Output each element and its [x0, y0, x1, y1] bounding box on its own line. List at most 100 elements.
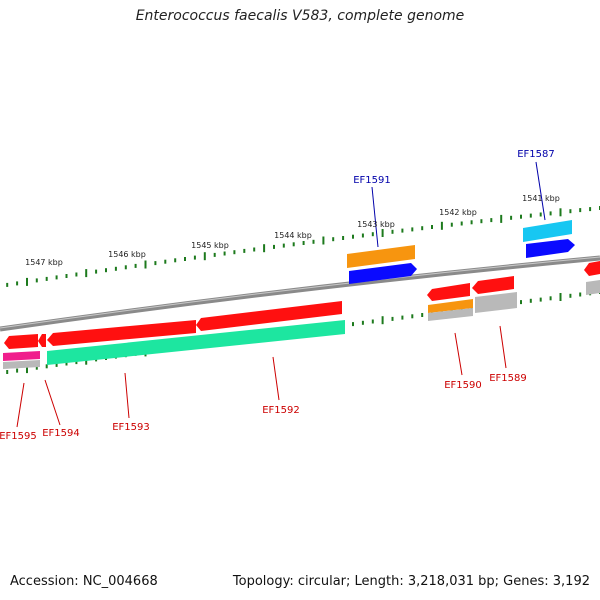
outer-scale-minor-tick — [361, 233, 364, 238]
outer-scale-major-tick — [440, 221, 443, 230]
outer-scale-minor-tick — [549, 211, 552, 216]
outer-scale-minor-tick — [223, 251, 226, 256]
outer-scale-major-tick — [381, 229, 384, 237]
leader-ef1589 — [499, 325, 507, 369]
gene-label-ef1591[interactable]: EF1591 — [353, 175, 391, 186]
outer-scale-minor-tick — [391, 229, 394, 234]
cds-ef1590-orange — [428, 299, 473, 313]
cds-ef1590-grey — [428, 308, 473, 321]
leader-ef1594 — [44, 379, 61, 426]
gene-label-ef1595[interactable]: EF1595 — [0, 431, 37, 442]
outer-scale-minor-tick — [16, 281, 19, 286]
outer-scale-minor-tick — [312, 239, 315, 244]
leader-ef1593 — [124, 372, 130, 419]
outer-scale-minor-tick — [302, 241, 305, 245]
inner-scale-major-tick — [559, 293, 562, 301]
outer-scale-minor-tick — [460, 221, 463, 226]
inner-scale-minor-tick — [75, 360, 78, 365]
outer-scale-minor-tick — [95, 269, 98, 274]
outer-scale-minor-tick — [569, 209, 572, 214]
gene-label-ef1594[interactable]: EF1594 — [42, 428, 80, 439]
outer-scale-minor-tick — [401, 228, 404, 233]
outer-scale-minor-tick — [55, 275, 58, 280]
outer-scale-minor-tick — [124, 265, 127, 270]
outer-scale-minor-tick — [520, 214, 522, 219]
outer-scale-minor-tick — [342, 236, 345, 240]
gene-ef1590[interactable] — [427, 283, 470, 301]
outer-scale-minor-tick — [589, 207, 592, 212]
kbp-label-1545: 1545 kbp — [191, 241, 229, 250]
outer-scale-minor-tick — [134, 263, 137, 268]
gene-label-ef1589[interactable]: EF1589 — [489, 373, 527, 384]
outer-scale-minor-tick — [332, 237, 335, 242]
gene-partial-right[interactable] — [584, 261, 600, 276]
cds-ef1595-grey — [3, 360, 40, 369]
inner-scale-minor-tick — [361, 320, 364, 325]
outer-scale-major-tick — [263, 244, 266, 253]
gene-label-ef1592[interactable]: EF1592 — [262, 405, 300, 416]
leader-ef1591 — [371, 186, 379, 248]
kbp-label-1542: 1542 kbp — [439, 208, 477, 217]
outer-scale-minor-tick — [292, 242, 295, 247]
outer-scale-minor-tick — [154, 261, 157, 266]
outer-scale-minor-tick — [174, 258, 177, 263]
cds-ef1595-magenta — [3, 351, 40, 361]
outer-scale-minor-tick — [421, 226, 424, 231]
gene-label-ef1590[interactable]: EF1590 — [444, 380, 482, 391]
inner-scale-minor-tick — [520, 300, 522, 305]
cds-ef1591-blue — [349, 263, 417, 284]
outer-scale-major-tick — [85, 269, 88, 278]
outer-scale-minor-tick — [282, 243, 285, 248]
inner-scale-minor-tick — [529, 298, 532, 303]
gene-ef1595[interactable] — [4, 334, 38, 349]
inner-scale-minor-tick — [401, 315, 404, 320]
gene-ef1594[interactable] — [38, 334, 46, 347]
outer-scale-minor-tick — [184, 257, 186, 261]
outer-scale-minor-tick — [273, 244, 275, 249]
genome-summary-text: Topology: circular; Length: 3,218,031 bp… — [232, 574, 590, 589]
outer-scale-major-tick — [322, 236, 325, 245]
outer-scale-minor-tick — [480, 219, 483, 224]
inner-scale-major-tick — [26, 365, 28, 374]
gene-label-ef1593[interactable]: EF1593 — [112, 422, 150, 433]
gene-label-ef1587[interactable]: EF1587 — [517, 149, 555, 160]
outer-scale-major-tick — [203, 252, 206, 261]
inner-scale-minor-tick — [45, 364, 48, 369]
outer-scale-minor-tick — [35, 278, 38, 283]
outer-scale-minor-tick — [411, 227, 414, 232]
inner-scale-minor-tick — [391, 316, 394, 321]
kbp-label-1547: 1547 kbp — [25, 258, 63, 267]
leader-ef1592 — [272, 356, 280, 401]
inner-scale-minor-tick — [411, 314, 414, 319]
inner-scale-minor-tick — [549, 296, 552, 301]
inner-scale-major-tick — [381, 316, 384, 325]
leader-ef1587 — [535, 161, 546, 221]
outer-scale-minor-tick — [539, 212, 542, 217]
inner-scale-minor-tick — [65, 361, 68, 366]
outer-scale-minor-tick — [105, 268, 107, 273]
genome-backbone-highlight — [0, 256, 600, 329]
leader-ef1595 — [16, 382, 25, 428]
cds-ef1587-cyan — [523, 220, 572, 242]
outer-scale-minor-tick — [371, 232, 374, 237]
outer-scale-minor-tick — [114, 266, 117, 271]
outer-scale-major-tick — [559, 208, 562, 217]
gene-ef1593[interactable] — [47, 320, 196, 346]
outer-scale-minor-tick — [450, 222, 453, 227]
kbp-label-1546: 1546 kbp — [108, 250, 146, 259]
inner-scale-minor-tick — [421, 313, 424, 317]
leader-ef1590 — [454, 332, 463, 376]
gene-ef1589[interactable] — [472, 276, 514, 294]
inner-scale-minor-tick — [352, 322, 354, 327]
inner-scale-minor-tick — [371, 319, 374, 324]
inner-scale-minor-tick — [35, 365, 38, 370]
inner-scale-minor-tick — [16, 368, 19, 373]
inner-scale-minor-tick — [6, 370, 9, 374]
gene-ef1592[interactable] — [196, 301, 342, 331]
cds-ef1589-grey — [475, 292, 517, 313]
outer-scale-minor-tick — [65, 274, 68, 278]
outer-scale-major-tick — [26, 277, 28, 286]
outer-scale-minor-tick — [529, 213, 532, 218]
outer-scale-ticks — [6, 206, 600, 287]
